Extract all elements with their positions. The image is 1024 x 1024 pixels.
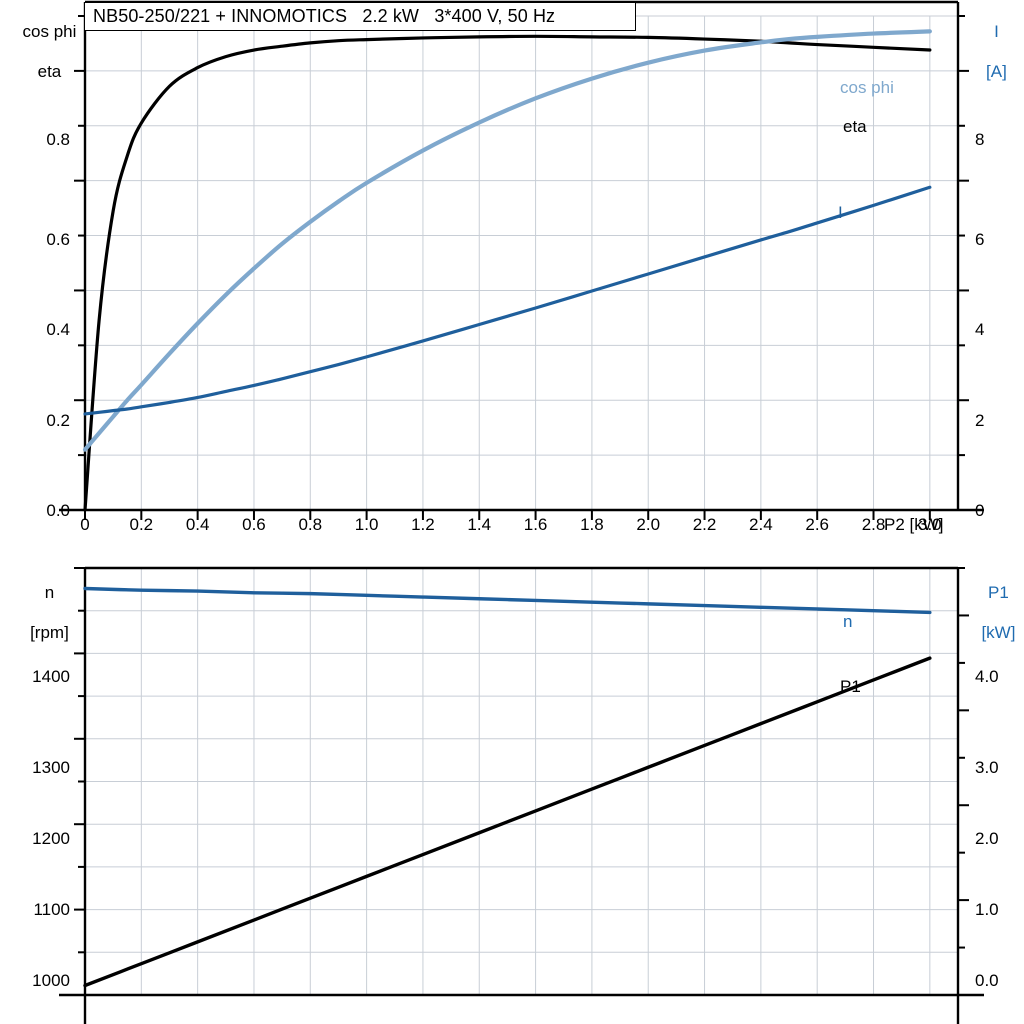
top-right-tick-1: 2 xyxy=(975,411,985,430)
top-left-tick-1: 0.2 xyxy=(46,411,70,430)
top-right-tick-3: 6 xyxy=(975,230,985,249)
top-x-tick-11: 2.2 xyxy=(692,515,717,534)
top-left-axis-label-line1: cos phi xyxy=(22,22,77,41)
top-x-tick-10: 2.0 xyxy=(636,515,661,534)
curve-label-speed: n xyxy=(843,612,853,631)
bottom-left-axis-label: n [rpm] xyxy=(0,563,80,663)
bottom-left-tick-3: 1300 xyxy=(32,758,70,777)
chart-title-box: NB50-250/221 + INNOMOTICS 2.2 kW 3*400 V… xyxy=(84,2,636,31)
top-left-tick-0: 0.0 xyxy=(46,501,70,520)
top-x-tick-14: 2.8 xyxy=(861,515,886,534)
top-x-tick-2: 0.4 xyxy=(185,515,210,534)
top-x-axis-name: P2 [kW] xyxy=(884,515,944,534)
top-right-tick-2: 4 xyxy=(975,320,985,339)
top-x-tick-4: 0.8 xyxy=(298,515,323,534)
top-x-tick-5: 1.0 xyxy=(354,515,379,534)
bottom-right-tick-0: 0.0 xyxy=(975,971,999,990)
top-right-tick-0: 0 xyxy=(975,501,985,520)
top-x-tick-13: 2.6 xyxy=(805,515,829,534)
top-right-axis-label: I [A] xyxy=(962,2,1012,102)
top-x-tick-7: 1.4 xyxy=(467,515,492,534)
bottom-left-tick-2: 1200 xyxy=(32,829,70,848)
curve-label-power: P1 xyxy=(840,677,861,696)
curve-label-current: I xyxy=(838,203,843,222)
bottom-right-axis-label-line2: [kW] xyxy=(981,623,1016,642)
bottom-left-tick-0: 1000 xyxy=(32,971,70,990)
top-left-tick-4: 0.8 xyxy=(46,130,70,149)
top-left-axis-label-line2: eta xyxy=(37,62,62,81)
bottom-left-tick-4: 1400 xyxy=(32,667,70,686)
top-x-tick-0: 0 xyxy=(80,515,90,534)
curve-label-eta: eta xyxy=(843,117,867,136)
curve-label-cos-phi: cos phi xyxy=(840,78,894,97)
top-x-tick-12: 2.4 xyxy=(749,515,773,534)
bottom-right-tick-2: 2.0 xyxy=(975,829,999,848)
top-x-tick-9: 1.8 xyxy=(580,515,604,534)
bottom-right-axis-label-line1: P1 xyxy=(988,583,1009,602)
top-left-tick-3: 0.6 xyxy=(46,230,70,249)
top-left-tick-2: 0.4 xyxy=(46,320,70,339)
top-left-axis-label: cos phi eta xyxy=(0,2,80,102)
bottom-right-tick-3: 3.0 xyxy=(975,758,999,777)
bottom-right-tick-4: 4.0 xyxy=(975,667,999,686)
bottom-left-axis-label-line2: [rpm] xyxy=(30,623,69,642)
bottom-right-axis-label: P1 [kW] xyxy=(958,563,1020,663)
chart-title: NB50-250/221 + INNOMOTICS 2.2 kW 3*400 V… xyxy=(93,6,556,26)
top-right-axis-label-line2: [A] xyxy=(986,62,1007,81)
top-x-tick-6: 1.2 xyxy=(411,515,435,534)
top-x-tick-8: 1.6 xyxy=(523,515,548,534)
bottom-right-tick-1: 1.0 xyxy=(975,900,999,919)
bottom-left-axis-label-line1: n xyxy=(44,583,55,602)
top-x-tick-1: 0.2 xyxy=(129,515,154,534)
top-x-tick-15: 3.0 xyxy=(918,515,942,534)
top-right-tick-4: 8 xyxy=(975,130,985,149)
top-x-tick-3: 0.6 xyxy=(242,515,266,534)
top-right-axis-label-line1: I xyxy=(994,22,999,41)
bottom-left-tick-1: 1100 xyxy=(33,900,70,919)
top-chart-plot xyxy=(59,0,984,520)
